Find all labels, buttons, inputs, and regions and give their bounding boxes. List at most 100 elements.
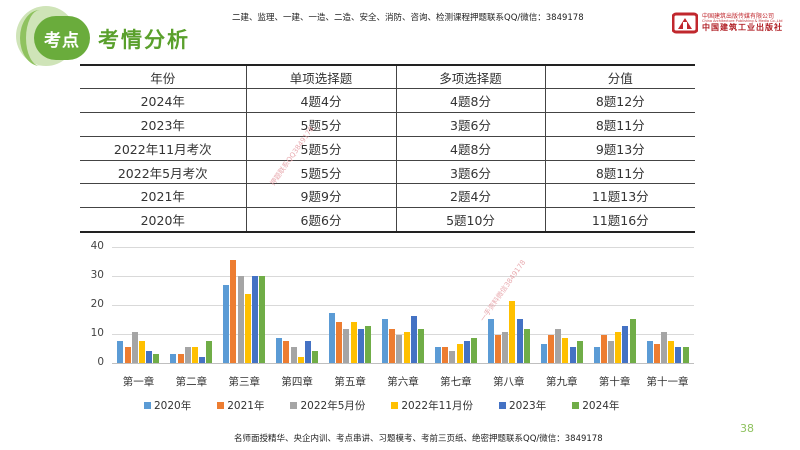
legend-swatch-icon <box>572 402 580 409</box>
legend-item-2024: 2024年 <box>572 398 619 413</box>
table-row: 2020年 6题6分 5题10分 11题16分 <box>80 207 695 233</box>
bar <box>629 319 636 363</box>
legend-swatch-icon <box>498 402 506 409</box>
table-row: 2022年5月考次 5题5分 3题6分 8题11分 <box>80 159 695 185</box>
bar <box>495 334 501 363</box>
bar <box>191 347 198 363</box>
bottom-contact-note: 名师面授精华、央企内训、考点串讲、习题模考、考前三页纸、绝密押题联系QQ/微信：… <box>234 434 603 444</box>
bar-group <box>329 238 372 363</box>
bar <box>555 328 562 363</box>
x-tick-label: 第一章 <box>122 376 155 388</box>
x-axis-line <box>112 363 694 364</box>
bar <box>622 325 629 363</box>
bar <box>329 313 336 363</box>
table-header-row: 年份 单项选择题 多项选择题 分值 <box>80 64 695 90</box>
legend-swatch-icon <box>144 402 151 409</box>
header-score: 分值 <box>544 64 695 90</box>
bar-group <box>540 238 583 363</box>
bar-group <box>487 238 530 363</box>
legend-item-2023: 2023年 <box>498 398 546 413</box>
bar <box>653 344 660 363</box>
cell-year: 2022年5月考次 <box>80 159 247 185</box>
bar <box>668 341 675 363</box>
bar <box>139 341 146 363</box>
cell-multi: 2题4分 <box>395 183 546 209</box>
legend-item-2020: 2020年 <box>144 398 191 413</box>
publisher-logo-icon <box>671 12 699 34</box>
cell-multi: 4题8分 <box>395 88 546 114</box>
header-multi-choice: 多项选择题 <box>395 64 546 90</box>
cell-year: 2021年 <box>80 183 247 209</box>
cell-multi: 3题6分 <box>395 112 546 137</box>
bar <box>184 347 191 363</box>
logo-company-name: 中国建筑出版传媒有限公司 <box>702 12 775 20</box>
x-tick-label: 第四章 <box>281 376 313 388</box>
x-tick-label: 第九章 <box>545 376 578 388</box>
logo-english-name: China Architecture Publishing & Media Co… <box>702 19 783 24</box>
table-row: 2021年 9题9分 2题4分 11题13分 <box>80 183 695 209</box>
logo-publisher-name: 中国建筑工业出版社 <box>702 22 783 32</box>
cell-score: 11题13分 <box>544 183 695 209</box>
bar <box>199 356 206 363</box>
bar <box>615 331 622 363</box>
exam-analysis-table: 年份 单项选择题 多项选择题 分值 2024年 4题4分 4题8分 8题12分 … <box>80 64 695 233</box>
x-tick-label: 第三章 <box>228 376 261 388</box>
bar <box>523 328 530 363</box>
bar <box>540 344 547 363</box>
bar-group <box>117 238 160 363</box>
bar <box>297 356 304 363</box>
page-number: 38 <box>740 422 754 435</box>
bar <box>131 331 138 363</box>
cell-score: 8题12分 <box>544 88 695 114</box>
bar <box>230 259 237 363</box>
bar <box>336 322 343 363</box>
y-tick-label: 20 <box>90 298 104 310</box>
bar <box>403 331 410 363</box>
bar-group <box>382 238 424 363</box>
bar <box>547 334 554 363</box>
bar <box>365 325 372 363</box>
section-title: 考情分析 <box>98 28 190 52</box>
bar <box>593 347 600 363</box>
cell-year: 2024年 <box>80 88 247 114</box>
bar <box>675 347 682 363</box>
bar <box>124 347 131 363</box>
bar <box>509 300 516 363</box>
cell-single: 6题6分 <box>245 207 397 233</box>
bar-group <box>646 238 689 363</box>
bar-group <box>170 238 213 363</box>
bar <box>276 338 283 363</box>
bar <box>252 275 259 363</box>
gridline <box>112 334 694 335</box>
x-tick-label: 第六章 <box>387 376 419 388</box>
bar <box>146 350 153 363</box>
cell-multi: 4题8分 <box>395 135 546 161</box>
bar <box>470 338 477 363</box>
y-tick-label: 40 <box>90 240 104 252</box>
bar <box>576 341 583 363</box>
bar <box>434 347 441 363</box>
bar <box>418 328 424 363</box>
cell-multi: 5题10分 <box>395 207 546 233</box>
x-tick-label: 第十章 <box>598 376 631 388</box>
bar <box>206 341 213 363</box>
cell-single: 5题5分 <box>245 112 397 137</box>
bar <box>600 334 607 363</box>
legend-item-2022-nov: 2022年11月份 <box>391 398 473 413</box>
cell-year: 2023年 <box>80 112 247 137</box>
bar <box>389 328 396 363</box>
header-year: 年份 <box>80 64 247 90</box>
legend-swatch-icon <box>290 402 298 409</box>
bar <box>569 347 576 363</box>
legend-item-2021: 2021年 <box>217 398 264 413</box>
bar <box>562 338 569 363</box>
bar <box>608 341 615 363</box>
bar <box>237 275 244 363</box>
bar <box>283 341 290 363</box>
bar <box>177 353 184 363</box>
bar <box>456 344 463 363</box>
bar <box>396 334 403 363</box>
bar-group <box>593 238 636 363</box>
bar <box>660 331 667 363</box>
bar <box>223 284 230 363</box>
